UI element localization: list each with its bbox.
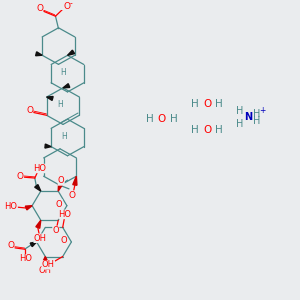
Polygon shape: [36, 220, 41, 228]
Text: O: O: [68, 190, 75, 200]
Text: H: H: [61, 131, 68, 140]
Text: O: O: [203, 99, 211, 109]
Text: OH: OH: [42, 260, 55, 269]
Polygon shape: [36, 52, 42, 56]
Polygon shape: [73, 176, 77, 185]
Text: N: N: [244, 112, 253, 122]
Text: OH: OH: [39, 266, 52, 275]
Text: OH: OH: [34, 234, 47, 243]
Text: HO: HO: [19, 254, 32, 263]
Text: H: H: [170, 114, 178, 124]
Text: H: H: [57, 100, 63, 109]
Text: O: O: [16, 172, 23, 181]
Text: O: O: [58, 176, 64, 185]
Text: O: O: [36, 4, 43, 14]
Text: HO: HO: [4, 202, 18, 211]
Text: H: H: [254, 109, 261, 119]
Polygon shape: [63, 84, 70, 88]
Text: -: -: [70, 0, 73, 8]
Polygon shape: [45, 144, 51, 148]
Text: O: O: [60, 236, 67, 245]
Text: O: O: [26, 106, 33, 115]
Text: H: H: [254, 116, 261, 126]
Text: H: H: [191, 125, 199, 135]
Text: H: H: [236, 106, 244, 116]
Polygon shape: [35, 184, 41, 191]
Text: H: H: [146, 114, 154, 124]
Text: H: H: [191, 99, 199, 109]
Text: O: O: [52, 226, 59, 235]
Polygon shape: [68, 50, 75, 56]
Text: O: O: [56, 200, 62, 208]
Text: H: H: [236, 118, 244, 129]
Text: H: H: [215, 125, 223, 135]
Text: O: O: [7, 241, 14, 250]
Polygon shape: [46, 97, 53, 101]
Polygon shape: [30, 242, 37, 247]
Polygon shape: [25, 206, 32, 210]
Text: HO: HO: [58, 210, 72, 219]
Text: +: +: [259, 106, 265, 115]
Text: H: H: [215, 99, 223, 109]
Text: HO: HO: [33, 164, 46, 173]
Text: O: O: [63, 2, 70, 10]
Text: O: O: [203, 125, 211, 135]
Text: O: O: [158, 114, 166, 124]
Text: H: H: [60, 68, 66, 77]
Polygon shape: [43, 256, 47, 261]
Polygon shape: [58, 183, 63, 191]
